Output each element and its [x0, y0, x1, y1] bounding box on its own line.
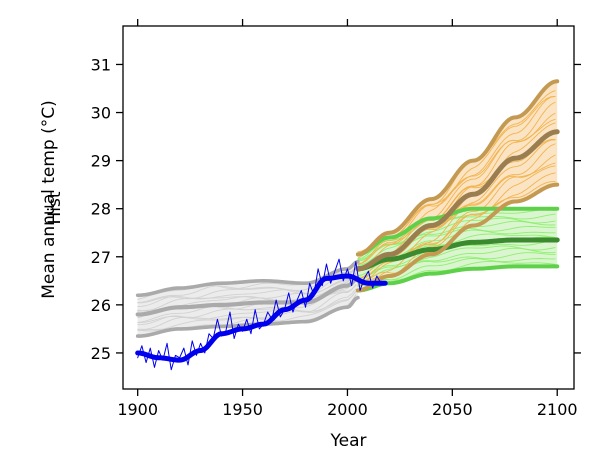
axis-ticks: 1900 1950 2000 2050 2100 25 26 27 28 29 30 31 — [91, 19, 581, 419]
high-scenario-upper-line — [355, 79, 560, 257]
high-scenario-lower-line — [355, 182, 560, 293]
historical-ensemble-line — [137, 268, 357, 304]
plot-frame — [122, 25, 575, 390]
x-tick-label-1950: 1950 — [222, 400, 263, 419]
high-scenario-ensemble-line — [357, 112, 556, 265]
observed-annual-line — [137, 258, 382, 371]
x-axis-title: Year — [330, 431, 367, 451]
high-scenario-ensemble-line — [357, 96, 556, 265]
low-scenario-lower-line — [355, 264, 560, 293]
historical-ensemble-line — [137, 288, 357, 326]
x-tick-label-2000: 2000 — [327, 400, 368, 419]
low-scenario-upper-line — [355, 206, 560, 257]
x-tick-label-1900: 1900 — [117, 400, 158, 419]
high-scenario-ensemble-line — [357, 162, 556, 283]
y-tick-label-31: 31 — [91, 55, 111, 74]
high-scenario-ensemble-line — [357, 165, 556, 286]
x-tick-label-2050: 2050 — [432, 400, 473, 419]
historical-lower-line — [135, 295, 360, 338]
low-scenario-ensemble-line — [357, 245, 556, 278]
y-tick-label-25: 25 — [91, 344, 111, 363]
low-scenario-mean-line — [355, 237, 560, 272]
y-tick-label-28: 28 — [91, 200, 111, 219]
historical-mean-line — [135, 276, 361, 317]
historical-ensemble-line — [137, 272, 357, 307]
low-scenario-ensemble-line — [357, 258, 556, 285]
y-axis-overlap-label: Hist — [45, 191, 65, 224]
y-tick-label-29: 29 — [91, 152, 111, 171]
y-tick-label-30: 30 — [91, 104, 111, 123]
y-tick-label-26: 26 — [91, 296, 111, 315]
high-scenario-mean-line — [355, 129, 560, 272]
y-axis-title: Mean annual temp (°C) — [39, 100, 59, 299]
low-scenario-ensemble-line — [357, 220, 556, 266]
plot-area — [135, 79, 560, 371]
observed-smooth-line — [135, 273, 388, 363]
y-tick-label-27: 27 — [91, 248, 111, 267]
x-tick-label-2100: 2100 — [537, 400, 578, 419]
historical-ensemble-line — [137, 291, 357, 330]
